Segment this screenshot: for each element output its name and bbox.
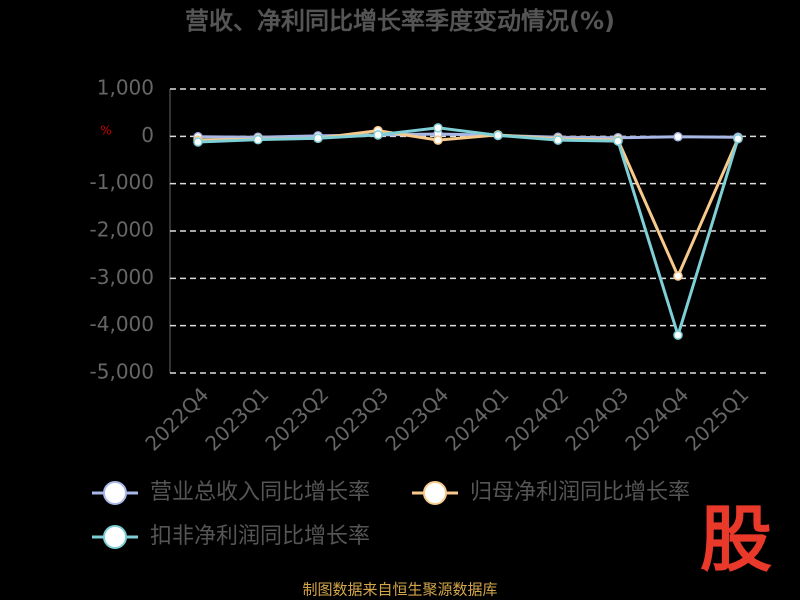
point xyxy=(193,137,203,147)
y-tick-label: -3,000 xyxy=(90,265,154,289)
point xyxy=(313,133,323,143)
y-tick-label: 0 xyxy=(141,123,154,147)
point xyxy=(553,135,563,145)
legend-marker xyxy=(103,525,127,549)
unit-mark: % xyxy=(100,124,111,138)
chart-title: 营收、净利同比增长率季度变动情况(%) xyxy=(185,7,615,35)
point xyxy=(433,135,443,145)
point xyxy=(673,132,683,142)
series-line xyxy=(197,132,739,140)
y-tick-label: -1,000 xyxy=(90,170,154,194)
legend-label: 扣非净利润同比增长率 xyxy=(150,524,370,549)
point xyxy=(373,130,383,140)
y-tick-label: -5,000 xyxy=(90,360,154,384)
y-tick-label: -2,000 xyxy=(90,218,154,242)
point xyxy=(253,134,263,145)
logo: 股 xyxy=(700,498,772,582)
point xyxy=(673,271,683,281)
point xyxy=(673,330,683,340)
point xyxy=(433,123,443,133)
legend-label: 归母净利润同比增长率 xyxy=(470,480,690,505)
point xyxy=(493,130,503,141)
point xyxy=(733,133,743,144)
legend-marker xyxy=(423,481,447,505)
legend-marker xyxy=(103,481,127,505)
series-line xyxy=(197,126,740,341)
point xyxy=(613,136,623,146)
y-tick-label: 1,000 xyxy=(97,76,154,100)
y-tick-label: -4,000 xyxy=(90,312,154,336)
legend-label: 营业总收入同比增长率 xyxy=(150,480,370,505)
source-note: 制图数据来自恒生聚源数据库 xyxy=(302,581,497,599)
